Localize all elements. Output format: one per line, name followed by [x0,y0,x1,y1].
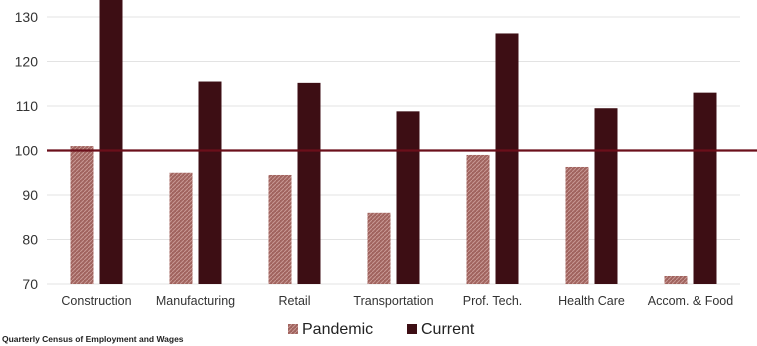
y-tick-label: 70 [22,276,38,292]
bar-current-5 [495,33,519,285]
bar-pandemic-3 [268,174,292,284]
bar-current-6 [594,108,618,284]
gridlines [47,16,740,285]
legend-swatch-current [407,324,417,334]
legend-label-pandemic: Pandemic [302,321,373,338]
bar-current-3 [297,82,321,284]
y-tick-label: 90 [22,187,38,203]
bar-pandemic-1 [70,146,94,284]
bar-pandemic-5 [466,154,490,284]
y-tick-label: 100 [15,143,39,159]
x-category-label: Manufacturing [156,294,235,308]
x-category-label: Construction [61,294,131,308]
y-tick-label: 120 [15,54,39,70]
x-category-label: Retail [279,294,311,308]
y-tick-label: 110 [16,98,39,114]
bar-pandemic-4 [367,212,391,284]
legend-swatch-pandemic [288,324,298,334]
bar-current-7 [693,92,717,285]
bar-current-1 [99,0,123,284]
y-tick-label: 130 [15,9,39,25]
bar-current-2 [198,81,222,285]
x-axis-categories: Construction Manufacturing Retail Transport… [61,294,733,308]
bar-current-4 [396,111,420,284]
bar-pandemic-7 [664,275,688,284]
bar-pandemic-6 [565,166,589,284]
x-category-label: Accom. & Food [648,294,733,308]
legend-label-current: Current [421,321,475,338]
y-axis-ticks: 70 80 90 100 110 120 130 [15,9,39,292]
bars [70,0,717,285]
x-category-label: Prof. Tech. [463,294,523,308]
bar-pandemic-2 [169,172,193,284]
x-category-label: Transportation [353,294,433,308]
x-category-label: Health Care [558,294,625,308]
y-tick-label: 80 [22,232,38,248]
source-note: Quarterly Census of Employment and Wages [2,334,184,344]
legend: Pandemic Current [288,321,475,338]
